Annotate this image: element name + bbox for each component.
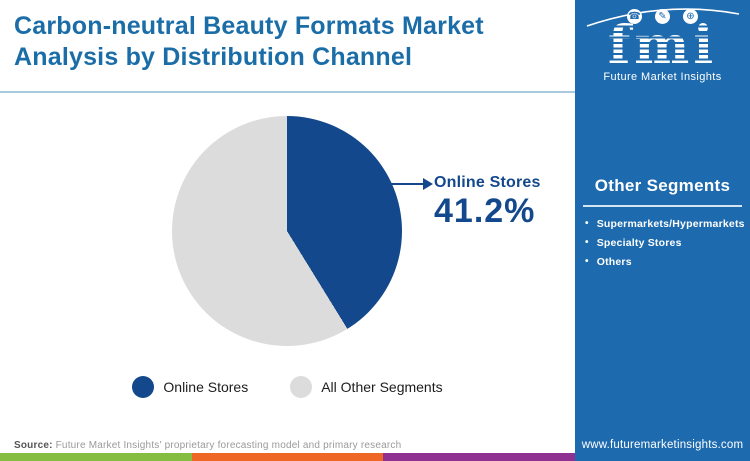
fmi-logo: ☎ ✎ ⊕ fmi Future Market Insights (575, 6, 750, 83)
other-segments-list: • Supermarkets/Hypermarkets • Specialty … (583, 217, 745, 270)
other-segments-item: • Specialty Stores (585, 236, 742, 250)
source-label: Source: (14, 440, 53, 451)
page-title-line1: Carbon-neutral Beauty Formats Market (14, 12, 484, 40)
bullet-icon: • (585, 218, 589, 229)
footer-stripe (0, 453, 576, 461)
page-title: Carbon-neutral Beauty Formats Market Ana… (14, 11, 484, 73)
callout-arrow-icon (390, 178, 433, 190)
legend-swatch (290, 376, 313, 398)
bullet-icon: • (585, 256, 589, 268)
globe-icon: ⊕ (683, 8, 698, 24)
legend-item: Online Stores (132, 376, 248, 398)
page-title-line2: Analysis by Distribution Channel (14, 43, 413, 71)
stripe-segment (191, 453, 384, 461)
logo-icons-row: ☎ ✎ ⊕ (575, 6, 750, 27)
sidebar: ☎ ✎ ⊕ fmi Future Market Insights Other Seg… (575, 0, 750, 461)
legend-swatch (132, 376, 155, 398)
pie-chart (172, 116, 402, 346)
website-link[interactable]: www.futuremarketinsights.com (581, 439, 744, 451)
source-text: Future Market Insights' proprietary fore… (52, 440, 402, 451)
logo-text: fmi (607, 15, 718, 76)
legend-label: Online Stores (163, 379, 249, 395)
callout-label: Online Stores (434, 174, 541, 191)
legend: Online Stores All Other Segments (0, 376, 575, 398)
other-segments-item: • Others (585, 255, 742, 269)
other-segments-heading: Other Segments (583, 176, 742, 207)
other-segments-panel: Other Segments • Supermarkets/Hypermarke… (583, 176, 745, 275)
other-segments-item: • Supermarkets/Hypermarkets (585, 217, 745, 231)
legend-item: All Other Segments (290, 376, 443, 398)
callout-value: 41.2% (434, 192, 536, 230)
legend-label: All Other Segments (321, 379, 443, 395)
other-segments-item-label: Others (596, 256, 632, 269)
stripe-segment (0, 453, 192, 461)
pencil-icon: ✎ (655, 8, 670, 24)
other-segments-item-label: Supermarkets/Hypermarkets (596, 218, 745, 230)
source-note: Source: Future Market Insights' propriet… (14, 440, 401, 451)
logo-subtext: Future Market Insights (603, 70, 722, 83)
phone-icon: ☎ (627, 8, 642, 24)
stripe-segment (383, 453, 576, 461)
logo-text-stripes: fmi (607, 15, 718, 76)
bullet-icon: • (585, 237, 589, 249)
other-segments-item-label: Specialty Stores (596, 237, 682, 250)
header-divider (0, 91, 575, 93)
